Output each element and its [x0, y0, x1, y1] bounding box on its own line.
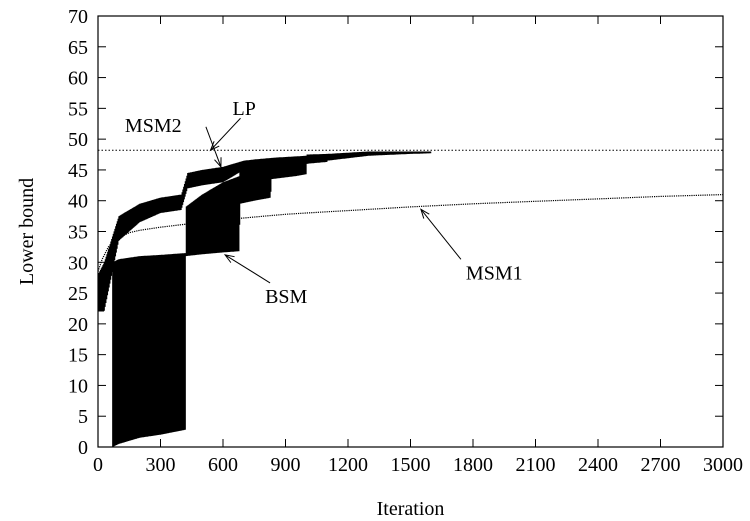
annotation-arrowhead — [209, 141, 220, 152]
x-tick-label: 600 — [208, 454, 238, 476]
band-bsm — [112, 153, 328, 447]
annotation-arrowhead — [223, 254, 235, 263]
y-tick-label: 30 — [68, 252, 88, 274]
y-tick-label: 65 — [68, 37, 88, 59]
y-tick-label: 45 — [68, 160, 88, 182]
y-axis-ticks: 0 5 10 15 20 25 30 35 40 45 50 55 60 65 70 — [68, 6, 723, 459]
y-tick-label: 70 — [68, 6, 88, 28]
y-tick-label: 50 — [68, 129, 88, 151]
annotation-label: MSM2 — [125, 115, 182, 137]
y-tick-label: 40 — [68, 191, 88, 213]
x-tick-label: 0 — [93, 454, 103, 476]
annotation-label: LP — [233, 98, 256, 120]
annotation-msm1: MSM1 — [420, 208, 523, 284]
annotation-label: MSM1 — [466, 262, 523, 284]
annotation-bsm: BSM — [223, 254, 308, 308]
x-axis-ticks: 0 300 600 900 1200 1500 1800 2100 2400 2700 3000 — [93, 16, 743, 476]
y-tick-label: 15 — [68, 345, 88, 367]
annotation-label: BSM — [265, 286, 307, 308]
x-tick-label: 300 — [146, 454, 176, 476]
annotation-arrow-line — [420, 209, 462, 260]
y-tick-label: 20 — [68, 314, 88, 336]
x-tick-label: 1500 — [391, 454, 431, 476]
x-tick-label: 2400 — [578, 454, 618, 476]
x-tick-label: 3000 — [703, 454, 743, 476]
x-tick-label: 900 — [271, 454, 301, 476]
x-tick-label: 1200 — [328, 454, 368, 476]
x-tick-label: 2700 — [641, 454, 681, 476]
y-tick-label: 5 — [78, 406, 88, 428]
y-tick-label: 10 — [68, 375, 88, 397]
annotations: MSM2 LP BSM MSM1 — [125, 98, 523, 308]
y-tick-label: 55 — [68, 98, 88, 120]
x-axis-title: Iteration — [377, 498, 445, 520]
y-axis-title: Lower bound — [16, 178, 38, 285]
y-tick-label: 60 — [68, 68, 88, 90]
x-tick-label: 2100 — [516, 454, 556, 476]
y-tick-label: 0 — [78, 437, 88, 459]
annotation-arrow-line — [210, 117, 241, 151]
x-tick-label: 1800 — [453, 454, 493, 476]
annotation-lp: LP — [209, 98, 256, 152]
y-tick-label: 25 — [68, 283, 88, 305]
annotation-arrowhead — [214, 157, 222, 169]
series-bsm — [112, 153, 328, 447]
annotation-arrowhead — [420, 208, 430, 219]
y-tick-label: 35 — [68, 222, 88, 244]
annotation-msm2: MSM2 — [125, 115, 222, 169]
chart-marks — [97, 151, 724, 447]
annotation-arrow-line — [224, 254, 271, 284]
